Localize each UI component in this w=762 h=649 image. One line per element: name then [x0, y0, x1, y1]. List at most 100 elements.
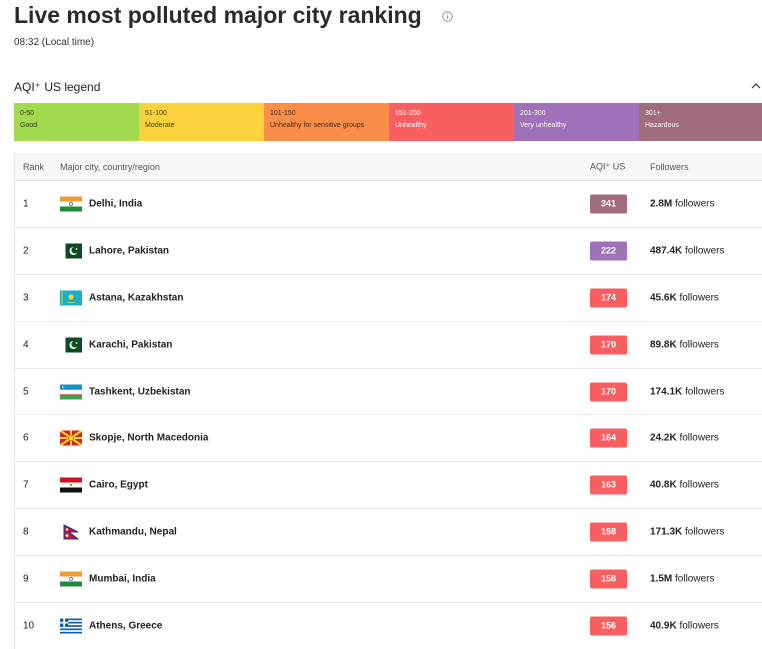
city-name[interactable]: Tashkent, Uzbekistan: [89, 386, 191, 397]
column-header: Followers: [650, 161, 689, 172]
followers: 171.3K followers: [650, 527, 725, 538]
table-row: 5 Tashkent, Uzbekistan 170 174.1K followers: [15, 367, 762, 415]
followers-unit: followers: [685, 526, 725, 538]
collapse-toggle[interactable]: [750, 82, 762, 90]
table-row: 9 Mumbai, India 158 1.5M followers: [15, 555, 762, 602]
column-header: Major city, country/region: [60, 161, 160, 172]
legend-segment: 51-100 Moderate: [139, 103, 264, 141]
followers: 40.8K followers: [650, 480, 719, 491]
aqi-badge: 174: [590, 288, 627, 308]
legend-range: 101-150: [270, 110, 296, 117]
column-header: AQI⁺ US: [590, 161, 626, 171]
rank: 2: [23, 245, 29, 257]
followers-count: 2.8M: [650, 198, 673, 210]
flag: [60, 243, 82, 258]
followers: 40.9K followers: [650, 620, 719, 631]
flag: [60, 572, 82, 587]
aqi-badge: 156: [590, 616, 627, 636]
legend-label: Unhealthy for sensitive groups: [270, 122, 365, 129]
legend-range: 0-50: [20, 110, 35, 117]
flag: [60, 196, 82, 211]
table-row: 3 Astana, Kazakhstan 174 45.6K followers: [15, 273, 762, 321]
rank: 7: [23, 479, 29, 491]
followers: 24.2K followers: [650, 433, 719, 444]
city-name[interactable]: Delhi, India: [89, 198, 143, 210]
rank: 1: [23, 198, 29, 210]
flag: [60, 290, 82, 305]
legend-range: 201-300: [520, 110, 546, 117]
table-header: Rank Major city, country/region AQI⁺ US …: [15, 153, 762, 180]
legend-range: 51-100: [145, 110, 167, 117]
rank: 6: [23, 432, 29, 444]
flag: [60, 525, 82, 540]
city-name[interactable]: Astana, Kazakhstan: [89, 292, 184, 304]
followers-unit: followers: [675, 573, 715, 585]
legend-label: Unhealthy: [395, 122, 427, 129]
aqi-legend: 0-50 Good 51-100 Moderate 101-150 Unhealthy f…: [14, 103, 762, 141]
followers: 1.5M followers: [650, 574, 714, 585]
aqi-badge: 170: [590, 335, 627, 355]
table-row: 1 Delhi, India 341 2.8M followers: [15, 180, 762, 227]
city-name[interactable]: Athens, Greece: [89, 620, 163, 632]
followers-count: 1.5M: [650, 573, 673, 585]
table-row: 10 Athens, Greece 156 40.9K followers: [15, 602, 762, 649]
aqi-badge: 158: [590, 569, 627, 589]
flag: [60, 618, 82, 633]
aqi-badge: 170: [590, 382, 627, 401]
followers-count: 89.8K: [650, 339, 677, 351]
followers-unit: followers: [679, 432, 719, 444]
city-name[interactable]: Karachi, Pakistan: [89, 339, 173, 351]
legend-label: Moderate: [145, 122, 175, 129]
flag: [60, 478, 82, 493]
table-row: 2 Lahore, Pakistan 222 487.4K followers: [15, 226, 762, 274]
followers: 45.6K followers: [650, 292, 719, 303]
table-row: 6 Skopje, North Macedonia 164 24.2K followe…: [15, 414, 762, 461]
info-icon[interactable]: [442, 11, 453, 22]
followers: 89.8K followers: [650, 339, 719, 350]
city-name[interactable]: Lahore, Pakistan: [89, 245, 170, 257]
followers-count: 487.4K: [650, 245, 683, 257]
followers-unit: followers: [679, 339, 719, 351]
column-header: Rank: [23, 161, 45, 172]
followers-unit: followers: [679, 620, 719, 632]
followers-unit: followers: [675, 198, 715, 210]
rank: 9: [23, 573, 29, 585]
followers-count: 24.2K: [650, 432, 677, 444]
aqi-badge: 158: [590, 522, 627, 542]
local-time: 08:32 (Local time): [14, 37, 95, 48]
followers-unit: followers: [685, 386, 725, 397]
followers-unit: followers: [679, 292, 719, 304]
flag: [60, 431, 82, 446]
table-row: 4 Karachi, Pakistan 170 89.8K followers: [15, 320, 762, 368]
rank: 8: [23, 526, 29, 538]
flag: [60, 337, 82, 352]
legend-segment: 101-150 Unhealthy for sensitive groups: [264, 103, 389, 141]
followers-count: 171.3K: [650, 526, 683, 538]
aqi-badge: 163: [590, 475, 627, 495]
followers: 487.4K followers: [650, 245, 725, 256]
city-name[interactable]: Skopje, North Macedonia: [89, 432, 209, 444]
ranking-table: Rank Major city, country/region AQI⁺ US …: [14, 153, 762, 649]
legend-segment: 301+ Hazardous: [639, 103, 762, 141]
legend-label: Hazardous: [645, 122, 679, 129]
legend-segment: 0-50 Good: [14, 103, 139, 141]
legend-title: AQI⁺ US legend: [14, 80, 101, 94]
rank: 5: [23, 386, 29, 397]
followers-unit: followers: [679, 479, 719, 491]
city-name[interactable]: Cairo, Egypt: [89, 479, 148, 491]
legend-label: Good: [20, 122, 38, 129]
flag: [60, 384, 82, 399]
followers: 174.1K followers: [650, 386, 725, 397]
city-name[interactable]: Kathmandu, Nepal: [89, 526, 177, 538]
aqi-badge: 164: [590, 428, 627, 448]
table-row: 8 Kathmandu, Nepal 158 171.3K followers: [15, 508, 762, 555]
legend-range: 301+: [645, 110, 661, 117]
rank: 3: [23, 292, 29, 304]
legend-range: 151-200: [395, 110, 421, 117]
legend-segment: 151-200 Unhealthy: [389, 103, 514, 141]
followers-count: 40.9K: [650, 620, 677, 632]
aqi-badge: 341: [590, 194, 627, 214]
legend-segment: 201-300 Very unhealthy: [514, 103, 639, 141]
city-name[interactable]: Mumbai, India: [89, 573, 156, 585]
